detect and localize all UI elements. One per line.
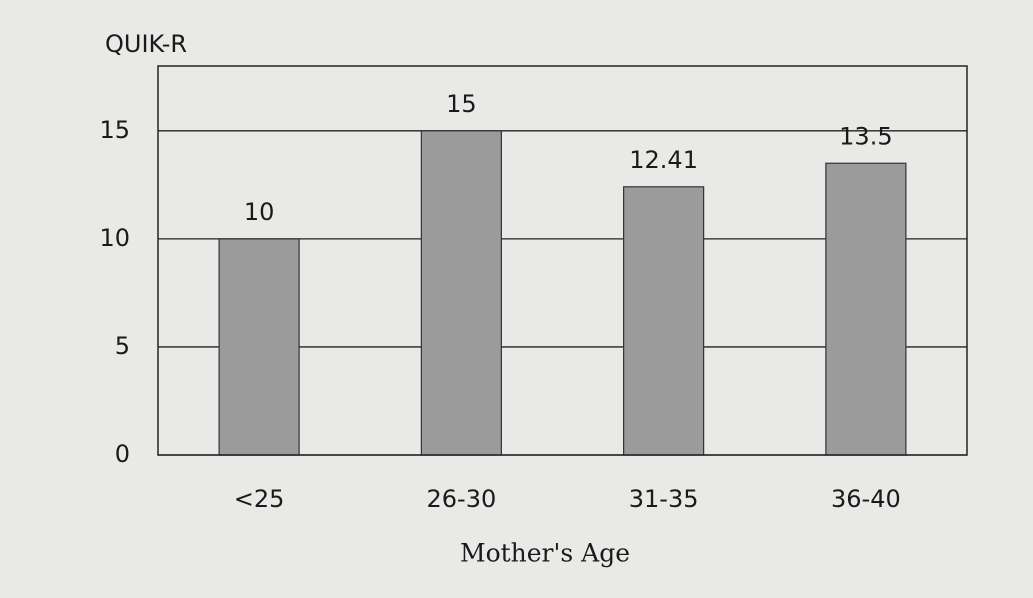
y-tick-label: 0 bbox=[115, 440, 130, 468]
data-label: 10 bbox=[244, 198, 275, 226]
x-tick-label: 36-40 bbox=[831, 485, 901, 513]
plot-frame bbox=[157, 65, 968, 456]
x-axis-label: Mother's Age bbox=[460, 539, 630, 568]
x-tick-label: 31-35 bbox=[629, 485, 699, 513]
data-label: 13.5 bbox=[839, 122, 892, 150]
data-label: 12.41 bbox=[629, 146, 698, 174]
bar bbox=[218, 238, 300, 456]
bar bbox=[420, 130, 502, 456]
x-tick-label: 26-30 bbox=[427, 485, 497, 513]
x-tick-label: <25 bbox=[234, 485, 285, 513]
bar bbox=[623, 186, 705, 456]
y-axis-label: QUIK-R bbox=[105, 30, 187, 58]
y-tick-label: 15 bbox=[99, 116, 130, 144]
y-tick-label: 5 bbox=[115, 332, 130, 360]
data-label: 15 bbox=[446, 90, 477, 118]
y-tick-label: 10 bbox=[99, 224, 130, 252]
bar bbox=[825, 162, 907, 456]
